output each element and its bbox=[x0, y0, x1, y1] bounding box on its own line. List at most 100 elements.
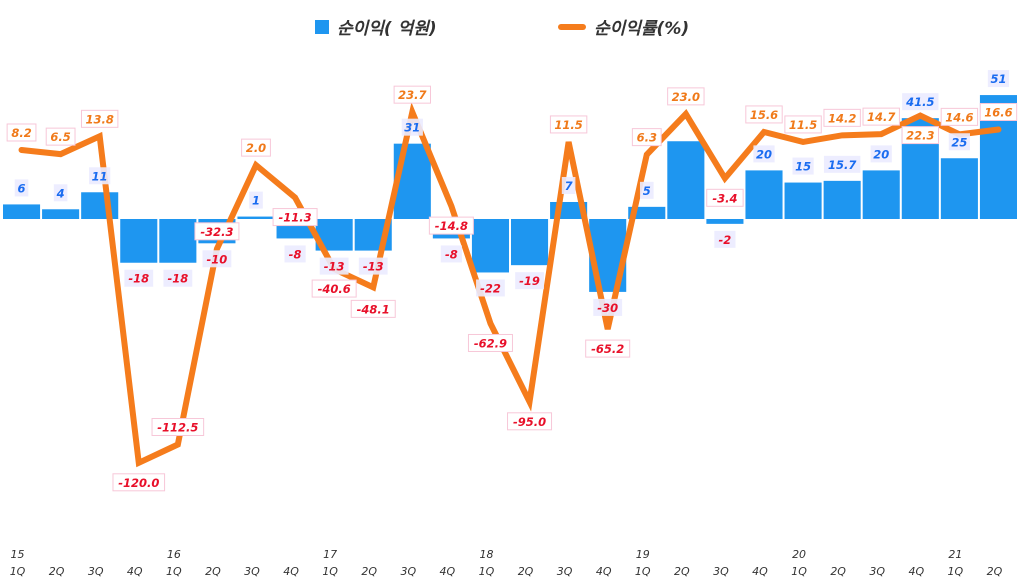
x-tick-label: 3Q bbox=[557, 565, 573, 578]
x-tick-label: 4Q bbox=[440, 565, 456, 578]
x-year-label: 16 bbox=[167, 548, 181, 561]
bar bbox=[81, 192, 119, 219]
line-data-label-bg bbox=[507, 412, 553, 431]
bar-data-label-bg bbox=[561, 176, 576, 194]
x-year-label: 18 bbox=[479, 548, 493, 561]
line-data-label-bg bbox=[631, 128, 662, 147]
bar-data-label-bg bbox=[902, 93, 939, 111]
line-data-label: -112.5 bbox=[157, 421, 198, 435]
x-tick-label: 1Q bbox=[791, 565, 807, 578]
bar-data-label-bg bbox=[14, 179, 29, 197]
line-data-label-bg bbox=[428, 216, 474, 235]
bar-data-label: -2 bbox=[719, 233, 732, 247]
line-data-label: -14.8 bbox=[435, 219, 468, 233]
line-data-label: 23.7 bbox=[398, 88, 426, 102]
bar-data-label-bg bbox=[948, 133, 970, 151]
bar-data-label: 41.5 bbox=[905, 95, 934, 109]
bar bbox=[511, 219, 549, 266]
x-year-label: 19 bbox=[636, 548, 650, 561]
x-tick-label: 4Q bbox=[752, 565, 768, 578]
line-data-label: -11.3 bbox=[278, 211, 311, 225]
bar-data-label: 20 bbox=[756, 147, 772, 161]
line-series bbox=[18, 102, 1002, 468]
x-tick-label: 2Q bbox=[361, 565, 377, 578]
bar bbox=[667, 141, 705, 219]
x-tick-label: 1Q bbox=[479, 565, 495, 578]
line-data-label: -120.0 bbox=[118, 476, 159, 490]
legend-item-line: 순이익률(%) bbox=[558, 14, 689, 39]
line-data-label: 15.6 bbox=[750, 108, 778, 122]
line-data-label: 8.2 bbox=[11, 126, 31, 140]
bar-data-label-bg bbox=[124, 269, 154, 287]
line-data-label-bg bbox=[350, 299, 396, 318]
line-data-label-bg bbox=[979, 102, 1018, 121]
line-data-label: 6.3 bbox=[637, 131, 657, 145]
bar bbox=[862, 170, 900, 219]
bar-data-label-bg bbox=[823, 155, 861, 173]
x-tick-label: 3Q bbox=[713, 565, 729, 578]
bar-data-label-bg bbox=[987, 70, 1010, 88]
bar-data-label: 11 bbox=[92, 169, 108, 183]
x-tick-label: 1Q bbox=[166, 565, 182, 578]
bar-data-label-bg bbox=[639, 181, 654, 199]
line-data-label: 11.5 bbox=[554, 118, 582, 132]
bar-data-label-bg bbox=[515, 272, 544, 290]
line-data-label: 6.5 bbox=[50, 130, 70, 144]
x-tick-label: 4Q bbox=[908, 565, 924, 578]
bar bbox=[823, 180, 861, 219]
bar bbox=[3, 204, 41, 219]
line-data-label: 16.6 bbox=[984, 105, 1012, 119]
bar-data-label-bg bbox=[476, 279, 505, 297]
line-data-label-bg bbox=[393, 85, 432, 104]
bar-data-label: 51 bbox=[990, 72, 1006, 86]
line-data-label-bg bbox=[667, 87, 705, 106]
bar-data-label-bg bbox=[792, 157, 814, 175]
x-tick-label: 4Q bbox=[596, 565, 612, 578]
line-data-label: 14.2 bbox=[828, 111, 856, 125]
line-data-label-bg bbox=[311, 279, 357, 298]
legend-swatch-line bbox=[558, 23, 586, 30]
x-tick-label: 2Q bbox=[205, 565, 221, 578]
x-tick-label: 3Q bbox=[400, 565, 416, 578]
bar-data-label: 31 bbox=[404, 121, 420, 135]
bar-data-label: -19 bbox=[519, 274, 540, 288]
bar-data-label: -18 bbox=[128, 272, 149, 286]
x-year-label: 17 bbox=[323, 548, 337, 561]
x-tick-label: 1Q bbox=[635, 565, 651, 578]
line-data-label-bg bbox=[706, 188, 744, 207]
legend: 순이익( 억원) 순이익률(%) bbox=[0, 14, 1024, 40]
line-data-label: 14.7 bbox=[867, 110, 895, 124]
line-data-label: -3.4 bbox=[712, 191, 737, 205]
line-data-label: -40.6 bbox=[318, 282, 351, 296]
bar-data-label-bg bbox=[753, 145, 775, 163]
bar-data-label-bg bbox=[202, 250, 232, 268]
bar bbox=[706, 219, 744, 224]
x-year-label: 21 bbox=[948, 548, 962, 561]
line-data-label-bg bbox=[862, 107, 900, 126]
bar-data-label: -8 bbox=[289, 247, 302, 261]
line-data-label-bg bbox=[112, 473, 166, 492]
bar-data-label: 15.7 bbox=[828, 158, 856, 172]
line-data-label-bg bbox=[6, 123, 37, 142]
bar bbox=[471, 219, 509, 273]
x-tick-label: 4Q bbox=[283, 565, 299, 578]
legend-label-line: 순이익률(%) bbox=[594, 19, 690, 39]
line-data-label-bg bbox=[784, 115, 822, 134]
bar-data-label: -22 bbox=[480, 281, 501, 295]
bar-data-label: 6 bbox=[18, 181, 26, 195]
line-data-label-bg bbox=[194, 222, 240, 241]
line-data-label: -62.9 bbox=[474, 336, 507, 350]
line-data-label-bg bbox=[745, 105, 783, 124]
line-data-label-bg bbox=[151, 418, 205, 436]
line-data-label: 22.3 bbox=[906, 129, 934, 143]
bar bbox=[745, 170, 783, 219]
line-data-label-bg bbox=[585, 339, 631, 358]
line-data-label-bg bbox=[45, 127, 76, 146]
bar-data-label-bg bbox=[358, 257, 388, 275]
line-data-label: 23.0 bbox=[672, 90, 700, 104]
bar-data-label-bg bbox=[870, 145, 892, 163]
bar-data-label-bg bbox=[319, 257, 349, 275]
bar bbox=[120, 219, 158, 263]
x-tick-label: 2Q bbox=[518, 565, 534, 578]
